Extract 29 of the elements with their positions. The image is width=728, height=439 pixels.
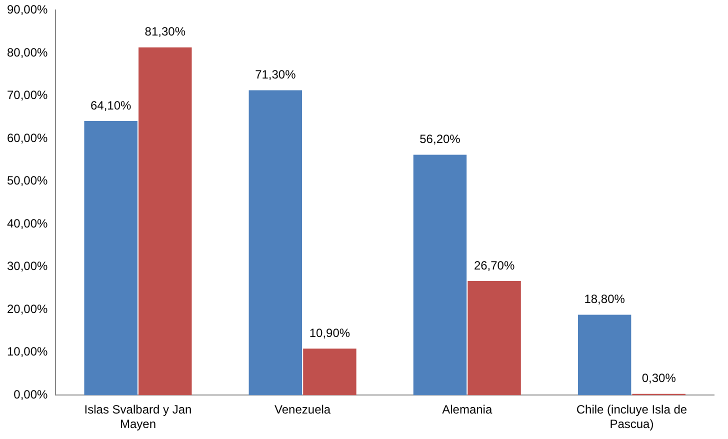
- y-tick-label: 30,00%: [6, 259, 48, 274]
- data-label: 81,30%: [144, 24, 186, 39]
- x-tick-label: Venezuela: [274, 402, 331, 417]
- y-tick-label: 20,00%: [6, 302, 48, 316]
- y-tick-label: 0,00%: [14, 388, 48, 402]
- data-label: 71,30%: [255, 68, 296, 82]
- data-label: 64,10%: [90, 98, 132, 112]
- bar: [468, 280, 521, 396]
- y-tick-label: 40,00%: [6, 216, 48, 230]
- data-label: 56,20%: [420, 132, 461, 146]
- y-tick-label: 10,00%: [6, 344, 48, 359]
- y-tick-label: 90,00%: [6, 2, 48, 17]
- bar: [84, 120, 138, 396]
- x-tick-label: Islas Svalbard y Jan Mayen: [84, 402, 192, 432]
- bar: [578, 314, 632, 396]
- bar: [248, 90, 302, 396]
- data-label: 18,80%: [584, 292, 626, 306]
- x-tick-label: Alemania: [442, 402, 492, 417]
- x-tick-label: Chile (incluye Isla de Pascua): [576, 402, 688, 432]
- bar: [413, 154, 467, 396]
- y-tick-label: 70,00%: [6, 88, 48, 102]
- y-tick-label: 60,00%: [6, 130, 48, 145]
- data-label: 26,70%: [474, 258, 515, 272]
- bar: [303, 348, 356, 396]
- y-tick-label: 50,00%: [6, 174, 48, 188]
- y-tick-label: 80,00%: [6, 45, 48, 60]
- data-label: 0,30%: [642, 371, 676, 386]
- bar: [138, 47, 192, 396]
- data-label: 10,90%: [309, 326, 350, 340]
